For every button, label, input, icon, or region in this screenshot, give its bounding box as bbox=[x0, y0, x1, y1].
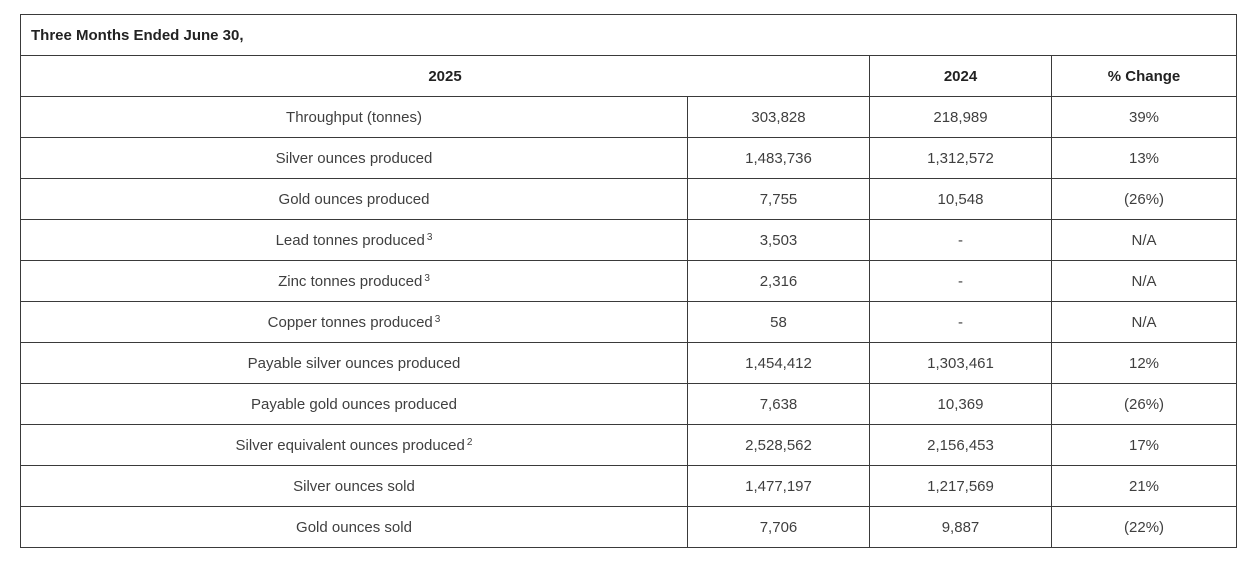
percent-change-cell: 12% bbox=[1050, 342, 1238, 384]
production-table: Three Months Ended June 30, 2025 2024 % … bbox=[19, 14, 1238, 548]
percent-change-cell: (26%) bbox=[1050, 178, 1238, 220]
percent-change-cell: (22%) bbox=[1050, 506, 1238, 548]
value-2024-cell: - bbox=[869, 260, 1052, 302]
value-2025-cell: 1,477,197 bbox=[687, 465, 870, 507]
row-label: Payable silver ounces produced bbox=[247, 354, 461, 372]
value-2024-cell: 1,303,461 bbox=[869, 342, 1052, 384]
table-row: Gold ounces sold 7,706 9,887 (22%) bbox=[20, 506, 1238, 548]
value-2024-cell: 10,548 bbox=[869, 178, 1052, 220]
value-2024-cell: - bbox=[869, 301, 1052, 343]
value-2024-cell: 9,887 bbox=[869, 506, 1052, 548]
table-row: Copper tonnes produced 3 58- N/A bbox=[20, 301, 1238, 343]
row-label-cell: Copper tonnes produced 3 bbox=[20, 301, 688, 343]
production-table-container: Three Months Ended June 30, 2025 2024 % … bbox=[19, 14, 1238, 548]
value-2025-cell: 3,503 bbox=[687, 219, 870, 261]
table-row: Silver ounces produced 1,483,736 1,312,572… bbox=[20, 137, 1238, 179]
percent-change-cell: N/A bbox=[1050, 219, 1238, 261]
percent-change-cell: 39% bbox=[1050, 96, 1238, 138]
percent-change-cell: N/A bbox=[1050, 260, 1238, 302]
value-2025-cell: 7,638 bbox=[687, 383, 870, 425]
header-2024: 2024 bbox=[869, 55, 1052, 97]
value-2024-cell: - bbox=[869, 219, 1052, 261]
footnote-marker: 3 bbox=[426, 231, 433, 243]
row-label: Gold ounces sold bbox=[296, 518, 412, 536]
value-2024-cell: 2,156,453 bbox=[869, 424, 1052, 466]
value-2024-cell: 1,217,569 bbox=[869, 465, 1052, 507]
row-label-cell: Gold ounces sold bbox=[20, 506, 688, 548]
row-label: Lead tonnes produced bbox=[275, 231, 425, 249]
percent-change-cell: N/A bbox=[1050, 301, 1238, 343]
table-caption-row: Three Months Ended June 30, bbox=[19, 14, 1238, 56]
row-label-cell: Payable gold ounces produced bbox=[20, 383, 688, 425]
row-label-cell: Zinc tonnes produced 3 bbox=[20, 260, 688, 302]
table-row: Payable silver ounces produced 1,454,412 1… bbox=[20, 342, 1238, 384]
header-2025: 2025 bbox=[20, 55, 870, 97]
table-row: Gold ounces produced 7,755 10,548 (26%) bbox=[20, 178, 1238, 220]
row-label: Silver ounces sold bbox=[293, 477, 415, 495]
value-2025-cell: 2,316 bbox=[687, 260, 870, 302]
row-label-cell: Payable silver ounces produced bbox=[20, 342, 688, 384]
value-2025-cell: 1,483,736 bbox=[687, 137, 870, 179]
footnote-marker: 3 bbox=[434, 313, 441, 325]
row-label: Copper tonnes produced bbox=[267, 313, 433, 331]
value-2025-cell: 1,454,412 bbox=[687, 342, 870, 384]
table-body: Throughput (tonnes) 303,828 218,989 39% Silv… bbox=[20, 96, 1238, 548]
table-row: Throughput (tonnes) 303,828 218,989 39% bbox=[20, 96, 1238, 138]
value-2025-cell: 303,828 bbox=[687, 96, 870, 138]
footnote-marker: 3 bbox=[424, 272, 430, 284]
table-row: Payable gold ounces produced 7,638 10,369(… bbox=[20, 383, 1238, 425]
row-label: Payable gold ounces produced bbox=[251, 395, 457, 413]
table-row: Silver equivalent ounces produced 2 2,528,… bbox=[20, 424, 1238, 466]
row-label-cell: Silver ounces produced bbox=[20, 137, 688, 179]
value-2024-cell: 10,369 bbox=[869, 383, 1052, 425]
table-caption: Three Months Ended June 30, bbox=[19, 14, 1238, 56]
percent-change-cell: 13% bbox=[1050, 137, 1238, 179]
table-header-row: 2025 2024 % Change bbox=[20, 55, 1238, 97]
row-label: Zinc tonnes produced bbox=[278, 272, 423, 290]
table-row: Silver ounces sold 1,477,197 1,217,569 21% bbox=[20, 465, 1238, 507]
value-2025-cell: 7,706 bbox=[687, 506, 870, 548]
value-2024-cell: 1,312,572 bbox=[869, 137, 1052, 179]
header-percent-change: % Change bbox=[1050, 55, 1238, 97]
percent-change-cell: 17% bbox=[1050, 424, 1238, 466]
percent-change-cell: (26%) bbox=[1050, 383, 1238, 425]
row-label: Gold ounces produced bbox=[278, 190, 430, 208]
value-2025-cell: 58 bbox=[687, 301, 870, 343]
percent-change-cell: 21% bbox=[1050, 465, 1238, 507]
row-label-cell: Gold ounces produced bbox=[20, 178, 688, 220]
row-label: Silver equivalent ounces produced bbox=[235, 436, 465, 454]
footnote-marker: 2 bbox=[466, 436, 473, 448]
row-label: Throughput (tonnes) bbox=[286, 108, 422, 126]
value-2024-cell: 218,989 bbox=[869, 96, 1052, 138]
row-label-cell: Lead tonnes produced 3 bbox=[20, 219, 688, 261]
table-row: Lead tonnes produced 3 3,503- N/A bbox=[20, 219, 1238, 261]
row-label-cell: Throughput (tonnes) bbox=[20, 96, 688, 138]
table-row: Zinc tonnes produced 3 2,316- N/A bbox=[20, 260, 1238, 302]
row-label: Silver ounces produced bbox=[275, 149, 433, 167]
row-label-cell: Silver ounces sold bbox=[20, 465, 688, 507]
value-2025-cell: 7,755 bbox=[687, 178, 870, 220]
value-2025-cell: 2,528,562 bbox=[687, 424, 870, 466]
row-label-cell: Silver equivalent ounces produced 2 bbox=[20, 424, 688, 466]
